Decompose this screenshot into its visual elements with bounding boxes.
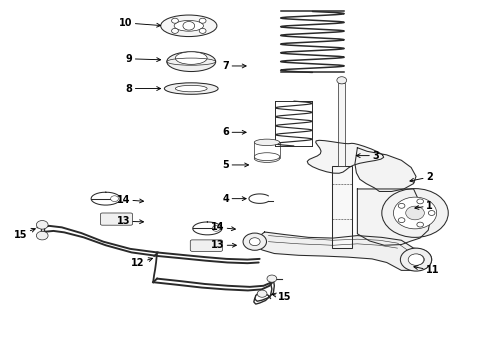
Circle shape — [428, 211, 435, 215]
Text: 3: 3 — [356, 150, 379, 161]
Circle shape — [249, 238, 260, 246]
Text: 13: 13 — [117, 216, 144, 226]
Circle shape — [408, 254, 424, 265]
Ellipse shape — [174, 21, 203, 31]
Ellipse shape — [164, 83, 218, 94]
Circle shape — [257, 290, 267, 297]
Text: 15: 15 — [272, 292, 292, 302]
Circle shape — [398, 218, 405, 222]
Polygon shape — [307, 140, 384, 173]
Text: 13: 13 — [211, 240, 236, 250]
FancyBboxPatch shape — [190, 240, 222, 251]
Circle shape — [417, 199, 423, 204]
Text: 9: 9 — [126, 54, 161, 64]
Text: 5: 5 — [222, 160, 248, 170]
Circle shape — [183, 22, 195, 30]
Circle shape — [398, 203, 405, 208]
Circle shape — [406, 206, 424, 220]
FancyBboxPatch shape — [100, 213, 133, 225]
Polygon shape — [357, 189, 430, 245]
Circle shape — [36, 221, 48, 229]
Circle shape — [212, 226, 220, 231]
Ellipse shape — [254, 139, 280, 145]
Circle shape — [172, 18, 178, 23]
Text: 2: 2 — [410, 172, 433, 182]
Circle shape — [417, 222, 423, 227]
FancyBboxPatch shape — [338, 83, 345, 166]
Ellipse shape — [175, 85, 207, 92]
Ellipse shape — [254, 154, 280, 162]
Ellipse shape — [254, 153, 280, 161]
Circle shape — [267, 275, 277, 282]
Circle shape — [199, 28, 206, 33]
Text: 1: 1 — [415, 201, 433, 211]
FancyBboxPatch shape — [332, 166, 351, 248]
Circle shape — [400, 248, 432, 271]
Text: 15: 15 — [14, 228, 35, 239]
Ellipse shape — [161, 15, 217, 37]
Text: 10: 10 — [119, 18, 161, 28]
Circle shape — [199, 18, 206, 23]
Text: 12: 12 — [131, 258, 152, 268]
Text: 11: 11 — [414, 265, 440, 275]
Polygon shape — [255, 232, 418, 270]
Ellipse shape — [167, 52, 216, 72]
Text: 14: 14 — [211, 222, 235, 232]
Circle shape — [36, 231, 48, 240]
Text: 8: 8 — [126, 84, 161, 94]
Circle shape — [382, 189, 448, 237]
Circle shape — [243, 233, 267, 250]
Circle shape — [337, 77, 346, 84]
Circle shape — [172, 28, 178, 33]
Circle shape — [393, 197, 437, 229]
Circle shape — [111, 196, 119, 202]
Polygon shape — [355, 148, 416, 192]
Text: 14: 14 — [117, 195, 144, 205]
Ellipse shape — [175, 52, 207, 64]
Circle shape — [402, 249, 432, 270]
Circle shape — [410, 254, 424, 265]
Text: 6: 6 — [222, 127, 246, 137]
Text: 7: 7 — [222, 61, 246, 71]
Text: 4: 4 — [222, 194, 246, 204]
